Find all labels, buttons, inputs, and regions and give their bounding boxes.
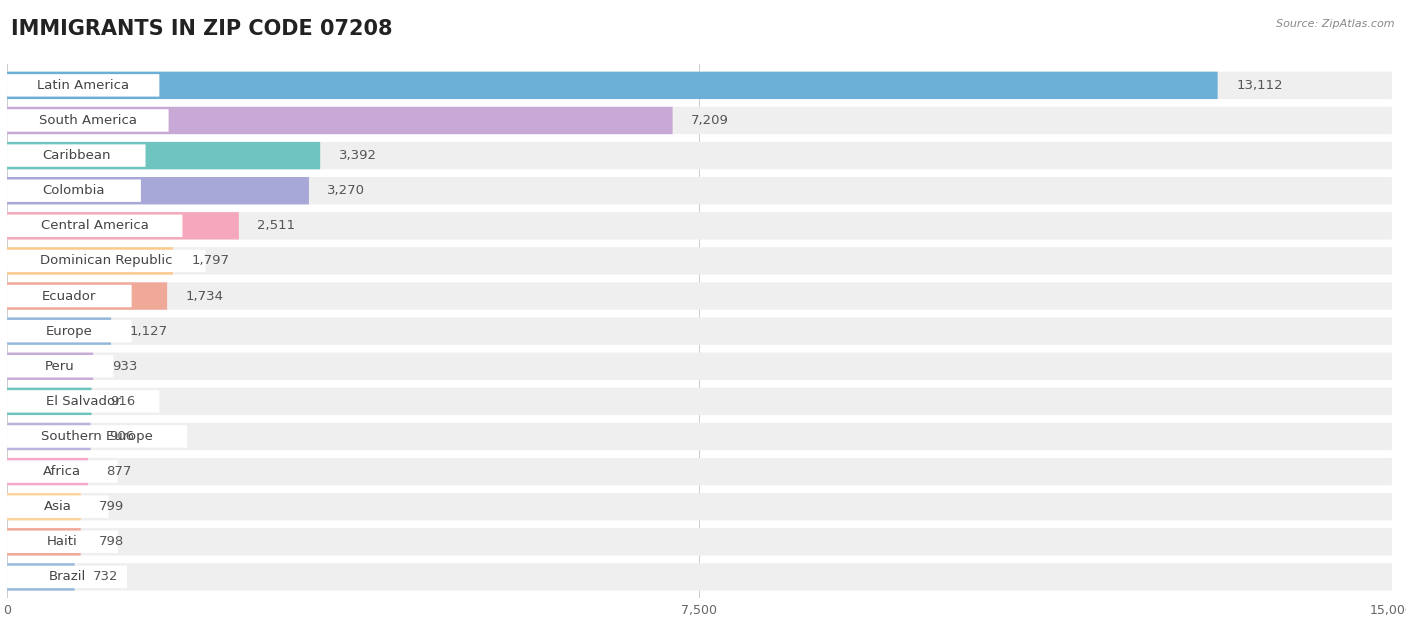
Text: Southern Europe: Southern Europe [41,430,153,443]
FancyBboxPatch shape [7,352,1392,380]
FancyBboxPatch shape [7,352,93,380]
FancyBboxPatch shape [7,493,1392,520]
FancyBboxPatch shape [7,563,75,591]
FancyBboxPatch shape [7,282,1392,310]
Text: 799: 799 [100,500,125,513]
FancyBboxPatch shape [7,109,169,132]
FancyBboxPatch shape [7,388,91,415]
Text: Dominican Republic: Dominican Republic [39,255,173,267]
FancyBboxPatch shape [7,458,1392,485]
FancyBboxPatch shape [7,318,1392,345]
FancyBboxPatch shape [7,355,114,377]
Text: Central America: Central America [41,219,149,232]
Text: Ecuador: Ecuador [42,289,97,303]
FancyBboxPatch shape [7,528,80,556]
Text: Caribbean: Caribbean [42,149,111,162]
Text: 798: 798 [100,536,124,548]
FancyBboxPatch shape [7,320,132,342]
FancyBboxPatch shape [7,530,118,553]
Text: Haiti: Haiti [46,536,77,548]
Text: Source: ZipAtlas.com: Source: ZipAtlas.com [1277,19,1395,30]
Text: Peru: Peru [45,359,75,373]
Text: Europe: Europe [46,325,93,338]
Text: 7,209: 7,209 [692,114,728,127]
FancyBboxPatch shape [7,212,1392,239]
FancyBboxPatch shape [7,285,132,307]
FancyBboxPatch shape [7,215,183,237]
FancyBboxPatch shape [7,247,173,275]
FancyBboxPatch shape [7,423,1392,450]
FancyBboxPatch shape [7,107,1392,134]
Text: 877: 877 [107,465,132,478]
Text: 3,392: 3,392 [339,149,377,162]
Text: 906: 906 [110,430,134,443]
FancyBboxPatch shape [7,177,309,204]
Text: Brazil: Brazil [48,570,86,583]
Text: 1,127: 1,127 [129,325,167,338]
FancyBboxPatch shape [7,71,1218,99]
FancyBboxPatch shape [7,528,1392,556]
Text: Colombia: Colombia [42,184,105,197]
Text: El Salvador: El Salvador [46,395,121,408]
Text: IMMIGRANTS IN ZIP CODE 07208: IMMIGRANTS IN ZIP CODE 07208 [11,19,392,39]
FancyBboxPatch shape [7,142,1392,169]
Text: 732: 732 [93,570,118,583]
FancyBboxPatch shape [7,74,159,96]
FancyBboxPatch shape [7,390,159,413]
Text: South America: South America [39,114,136,127]
FancyBboxPatch shape [7,247,1392,275]
FancyBboxPatch shape [7,423,90,450]
Text: 1,797: 1,797 [191,255,229,267]
Text: Africa: Africa [44,465,82,478]
FancyBboxPatch shape [7,177,1392,204]
Text: 13,112: 13,112 [1236,79,1282,92]
FancyBboxPatch shape [7,458,89,485]
Text: 916: 916 [110,395,135,408]
Text: 3,270: 3,270 [328,184,366,197]
FancyBboxPatch shape [7,212,239,239]
FancyBboxPatch shape [7,496,108,518]
Text: 1,734: 1,734 [186,289,224,303]
FancyBboxPatch shape [7,142,321,169]
FancyBboxPatch shape [7,388,1392,415]
FancyBboxPatch shape [7,493,80,520]
FancyBboxPatch shape [7,249,205,272]
Text: Asia: Asia [44,500,72,513]
FancyBboxPatch shape [7,563,1392,591]
FancyBboxPatch shape [7,282,167,310]
FancyBboxPatch shape [7,145,146,167]
Text: Latin America: Latin America [37,79,129,92]
FancyBboxPatch shape [7,107,672,134]
FancyBboxPatch shape [7,566,127,588]
Text: 2,511: 2,511 [257,219,295,232]
Text: 933: 933 [111,359,136,373]
FancyBboxPatch shape [7,460,118,483]
FancyBboxPatch shape [7,179,141,202]
FancyBboxPatch shape [7,71,1392,99]
FancyBboxPatch shape [7,425,187,448]
FancyBboxPatch shape [7,318,111,345]
